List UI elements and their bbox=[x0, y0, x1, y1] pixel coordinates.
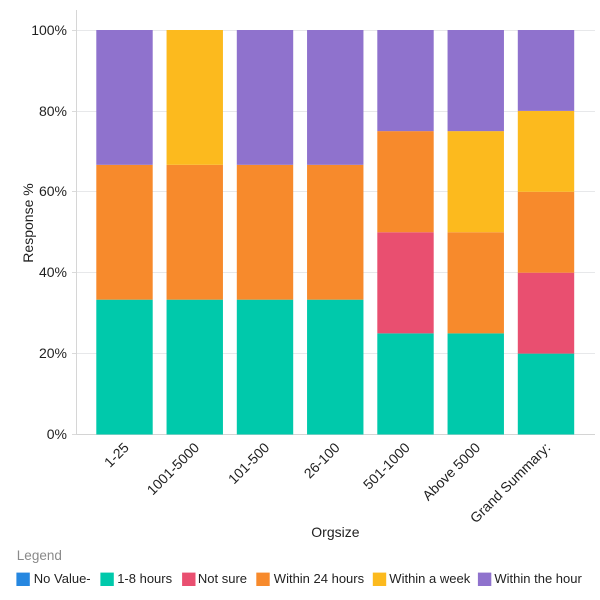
svg-text:0%: 0% bbox=[47, 426, 67, 442]
svg-text:Response %: Response % bbox=[20, 183, 36, 262]
svg-text:No Value-: No Value- bbox=[34, 571, 91, 586]
svg-text:1001-5000: 1001-5000 bbox=[144, 439, 203, 498]
svg-text:40%: 40% bbox=[39, 264, 67, 280]
svg-text:Not sure: Not sure bbox=[198, 571, 247, 586]
svg-text:1-25: 1-25 bbox=[101, 439, 132, 470]
svg-text:Legend: Legend bbox=[17, 548, 62, 563]
svg-text:20%: 20% bbox=[39, 345, 67, 361]
svg-text:Above 5000: Above 5000 bbox=[419, 439, 483, 503]
svg-text:80%: 80% bbox=[39, 103, 67, 119]
svg-text:501-1000: 501-1000 bbox=[360, 439, 413, 492]
svg-text:Orgsize: Orgsize bbox=[311, 524, 359, 540]
svg-text:101-500: 101-500 bbox=[225, 439, 273, 487]
svg-text:Within a week: Within a week bbox=[389, 571, 470, 586]
svg-text:26-100: 26-100 bbox=[301, 439, 343, 481]
svg-text:1-8 hours: 1-8 hours bbox=[117, 571, 172, 586]
svg-text:60%: 60% bbox=[39, 183, 67, 199]
svg-text:Within the hour: Within the hour bbox=[494, 571, 582, 586]
svg-text:100%: 100% bbox=[31, 22, 67, 38]
svg-text:Within 24 hours: Within 24 hours bbox=[274, 571, 365, 586]
